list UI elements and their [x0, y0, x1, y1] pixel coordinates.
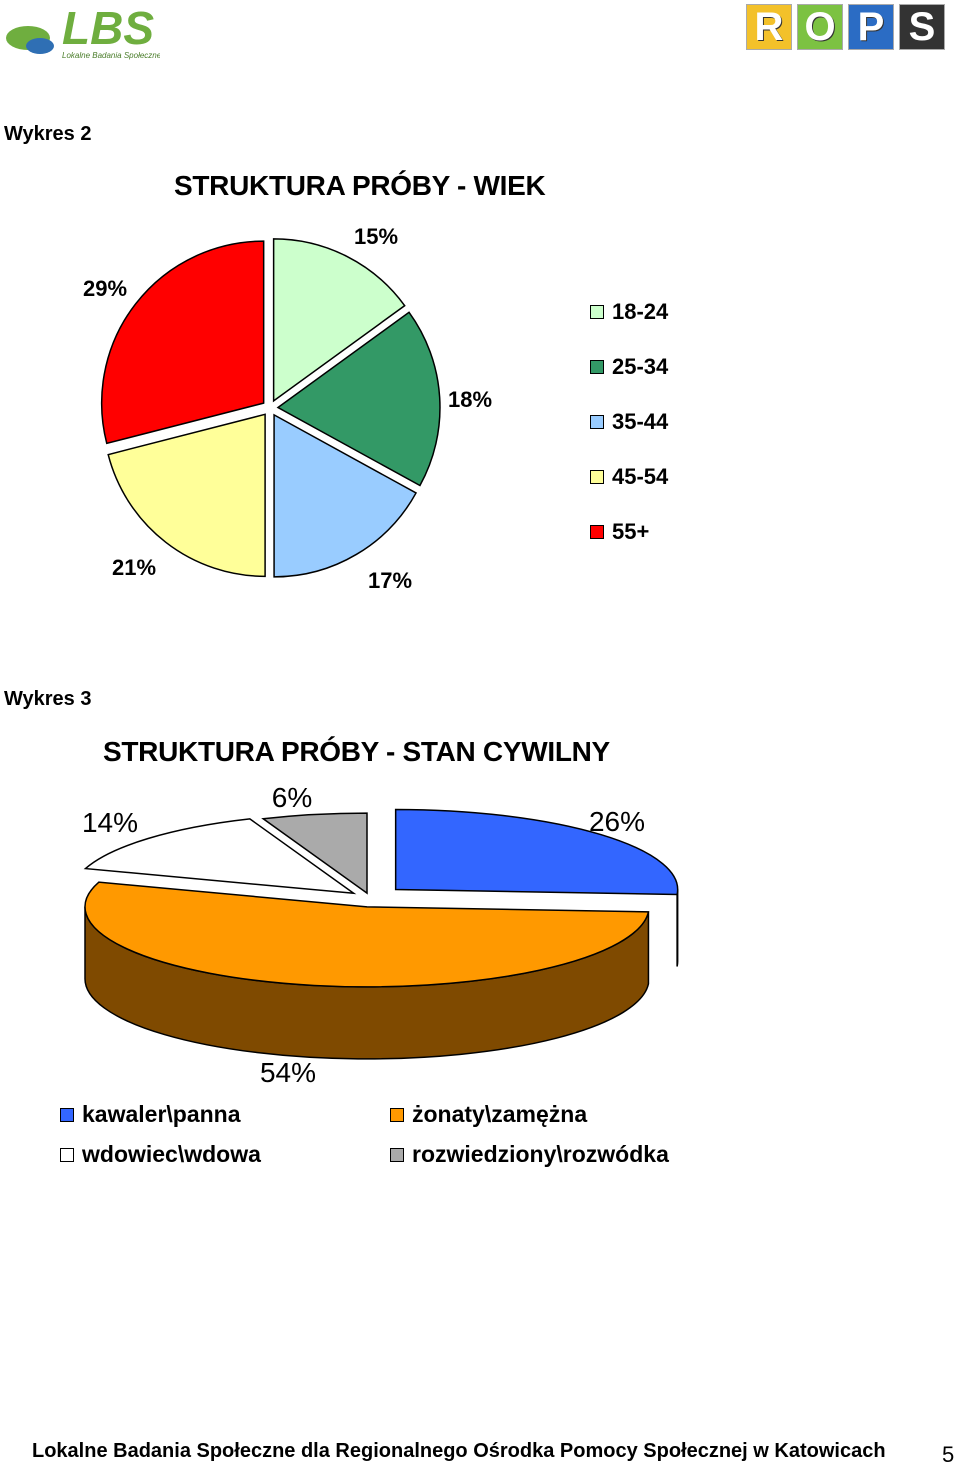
- legend-item-wdowiec-wdowa: wdowiec\wdowa: [60, 1141, 261, 1168]
- legend-swatch: [390, 1147, 404, 1162]
- value-label-kawaler-panna: 26%: [588, 806, 646, 837]
- legend-label: 18-24: [612, 299, 669, 324]
- legend-swatch: [60, 1107, 74, 1122]
- pie-slice-18-24: [272, 238, 406, 403]
- pie-slice-rozwiedziony-rozw-dka: [261, 812, 368, 895]
- legend-swatch: [60, 1147, 74, 1162]
- value-label-55: 29%: [82, 276, 128, 301]
- figure2-caption: Wykres 2: [4, 123, 92, 145]
- legend-swatch: [590, 525, 604, 539]
- lbs-logo: LBS Lokalne Badania Społeczne: [6, 2, 160, 60]
- legend-swatch: [590, 415, 604, 429]
- lbs-drop-icon: [26, 38, 54, 54]
- legend-item-35-44: 35-44: [590, 409, 668, 435]
- pie-slice-45-54: [107, 413, 266, 578]
- legend-swatch: [390, 1107, 404, 1122]
- figure3-title: STRUKTURA PRÓBY - STAN CYWILNY: [103, 736, 610, 767]
- legend-item-18-24: 18-24: [590, 299, 668, 325]
- legend-label: 35-44: [612, 409, 669, 434]
- legend-swatch: [590, 470, 604, 484]
- rops-letter-o: O: [797, 4, 843, 50]
- value-label-45-54: 21%: [111, 555, 157, 580]
- legend-item-45-54: 45-54: [590, 464, 668, 490]
- legend-swatch: [590, 360, 604, 374]
- legend-item-25-34: 25-34: [590, 354, 668, 380]
- value-label-rozwiedziony-rozw-dka: 6%: [271, 782, 313, 813]
- legend-label: 25-34: [612, 354, 669, 379]
- legend-label: kawaler\panna: [82, 1101, 241, 1127]
- value-label-wdowiec-wdowa: 14%: [81, 807, 139, 838]
- legend-item-rozwiedziony-rozw-dka: rozwiedziony\rozwódka: [390, 1141, 669, 1168]
- figure2-title: STRUKTURA PRÓBY - WIEK: [174, 170, 546, 201]
- legend-item-onaty-zam-na: żonaty\zamężna: [390, 1101, 587, 1128]
- pie-slice-wdowiec-wdowa: [83, 818, 357, 895]
- figure3-pie-chart: [83, 808, 679, 1060]
- legend-item-kawaler-panna: kawaler\panna: [60, 1101, 241, 1128]
- footer-text: Lokalne Badania Społeczne dla Regionalne…: [32, 1440, 886, 1462]
- pie-slice-35-44: [273, 413, 418, 578]
- value-label-18-24: 15%: [353, 224, 399, 249]
- rops-letter-s: S: [899, 4, 945, 50]
- rops-letter-r: R: [746, 4, 792, 50]
- pie-slice-onaty-zam-na: [84, 881, 650, 988]
- legend-label: 55+: [612, 519, 650, 544]
- legend-label: 45-54: [612, 464, 669, 489]
- figure2-pie-chart: [100, 238, 441, 578]
- pie-slice-25-34: [276, 311, 441, 487]
- value-label-onaty-zam-na: 54%: [259, 1057, 317, 1088]
- lbs-logo-subtitle: Lokalne Badania Społeczne: [62, 51, 160, 60]
- rops-letter-p: P: [848, 4, 894, 50]
- figure3-caption: Wykres 3: [4, 688, 92, 710]
- pie-slice-55: [100, 240, 265, 445]
- legend-swatch: [590, 305, 604, 319]
- page-number: 5: [942, 1442, 955, 1467]
- legend-label: wdowiec\wdowa: [82, 1141, 261, 1167]
- lbs-logo-text: LBS: [62, 2, 154, 54]
- legend-label: żonaty\zamężna: [412, 1101, 588, 1127]
- value-label-25-34: 18%: [447, 387, 493, 412]
- legend-item-55: 55+: [590, 519, 649, 545]
- pie-slice-kawaler-panna: [394, 808, 679, 896]
- value-label-35-44: 17%: [367, 568, 413, 593]
- legend-label: rozwiedziony\rozwódka: [412, 1141, 669, 1167]
